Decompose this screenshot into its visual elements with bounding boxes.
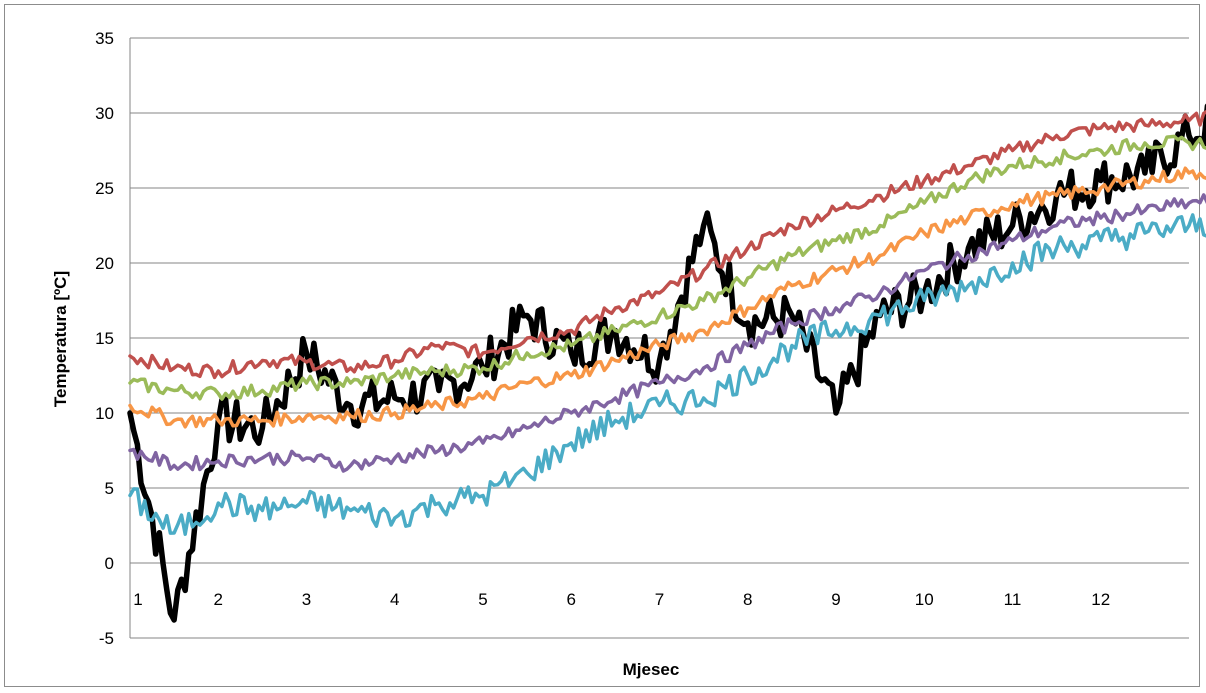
y-tick-label: 5 [105, 479, 114, 498]
series-line-2 [128, 109, 1206, 380]
y-tick-label: 30 [95, 104, 114, 123]
y-tick-label: 10 [95, 404, 114, 423]
series-lines [127, 103, 1206, 623]
x-tick-label: 3 [302, 590, 311, 609]
chart-frame [4, 4, 1200, 687]
x-tick-label: 6 [567, 590, 576, 609]
y-tick-label: -5 [99, 629, 114, 648]
x-tick-label: 8 [743, 590, 752, 609]
y-tick-label: 0 [105, 554, 114, 573]
x-tick-label: 5 [478, 590, 487, 609]
y-tick-labels: -5 0 5 10 15 20 25 30 35 [95, 29, 114, 648]
x-tick-label: 10 [915, 590, 934, 609]
y-tick-label: 15 [95, 329, 114, 348]
x-tick-label: 7 [655, 590, 664, 609]
series-line-4 [128, 166, 1206, 429]
x-tick-label: 4 [390, 590, 399, 609]
grid-lines [130, 37, 1189, 639]
axes [129, 38, 1189, 638]
x-tick-label: 2 [214, 590, 223, 609]
x-tick-label: 1 [133, 590, 142, 609]
y-tick-label: 35 [95, 29, 114, 48]
y-tick-label: 25 [95, 179, 114, 198]
x-axis-title: Mjesec [623, 660, 680, 679]
x-tick-label: 11 [1004, 590, 1022, 609]
y-axis-title: Temperatura [ºC] [51, 271, 70, 407]
x-tick-label: 12 [1091, 590, 1110, 609]
x-tick-label: 9 [831, 590, 840, 609]
y-tick-label: 20 [95, 254, 114, 273]
x-tick-labels: 1 2 3 4 5 6 7 8 9 10 11 12 [133, 590, 1110, 609]
series-line-5 [128, 193, 1206, 473]
series-line-6 [128, 213, 1206, 536]
series-line-1 [127, 103, 1206, 623]
series-line-3 [128, 134, 1206, 401]
